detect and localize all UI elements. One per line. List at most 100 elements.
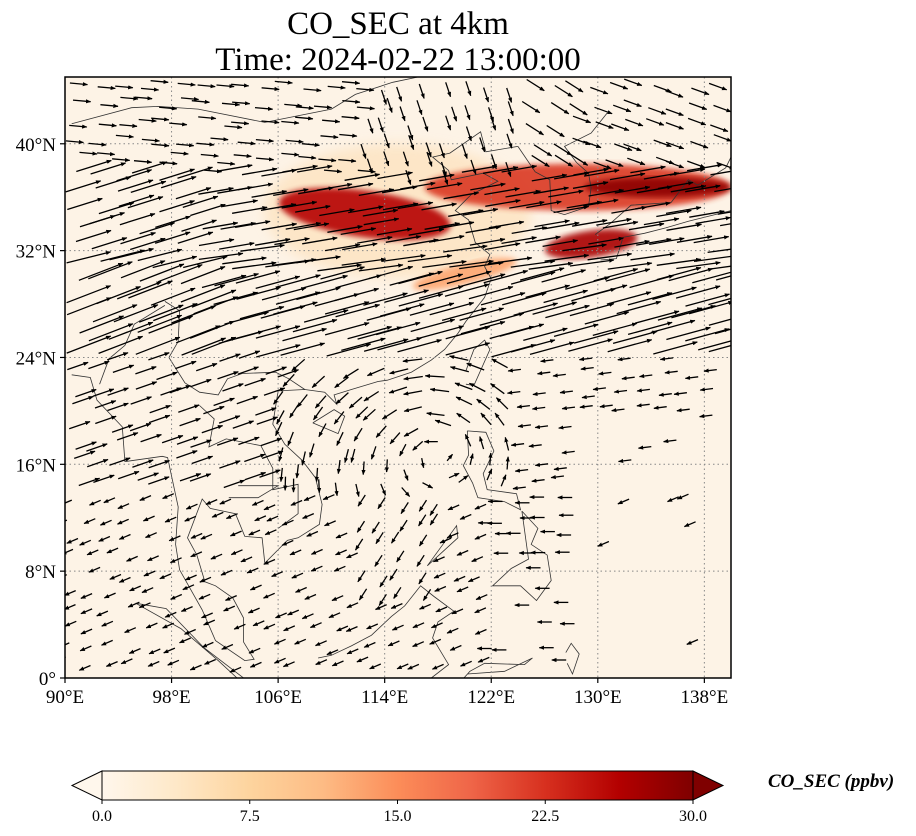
- wind-arrow: [552, 373, 566, 378]
- wind-arrow: [449, 366, 469, 373]
- wind-arrow: [377, 337, 423, 351]
- wind-arrow: [274, 80, 293, 85]
- wind-arrow: [65, 604, 76, 610]
- wind-arrow: [363, 292, 408, 306]
- wind-arrow: [474, 607, 487, 614]
- wind-arrow: [140, 433, 162, 443]
- wind-arrow: [199, 576, 212, 583]
- wind-arrow: [109, 247, 155, 261]
- wind-arrow: [449, 259, 494, 268]
- wind-arrow: [244, 471, 267, 481]
- wind-arrow: [221, 102, 241, 107]
- wind-arrow: [465, 126, 472, 142]
- wind-arrow: [548, 189, 584, 198]
- wind-arrow: [441, 307, 487, 322]
- wind-arrow: [65, 642, 70, 646]
- wind-arrow: [566, 200, 603, 209]
- wind-arrow: [109, 457, 131, 466]
- gridlines: [65, 77, 731, 678]
- wind-arrow: [315, 659, 328, 666]
- wind-arrow: [255, 407, 277, 416]
- wind-arrow: [534, 462, 549, 467]
- wind-arrow: [360, 143, 367, 159]
- wind-arrow: [403, 390, 423, 396]
- wind-arrow: [282, 373, 295, 387]
- wind-arrow: [387, 640, 400, 647]
- wind-arrow: [320, 134, 339, 140]
- wind-arrow: [565, 80, 584, 93]
- wind-arrow: [569, 302, 615, 317]
- wind-arrow: [367, 118, 374, 134]
- wind-arrow: [653, 405, 667, 410]
- wind-arrow: [484, 242, 521, 251]
- wind-arrow: [65, 140, 85, 145]
- wind-arrow: [170, 151, 189, 156]
- wind-arrow: [284, 103, 303, 108]
- wind-arrow: [666, 326, 711, 341]
- wind-arrow: [137, 472, 159, 481]
- wind-arrow: [333, 565, 346, 572]
- wind-arrow: [283, 625, 296, 632]
- wind-arrow: [222, 256, 267, 265]
- wind-arrow: [314, 467, 319, 482]
- wind-arrow: [254, 515, 267, 522]
- wind-arrow: [219, 460, 241, 469]
- wind-arrow: [554, 154, 574, 167]
- wind-arrow: [224, 125, 243, 130]
- wind-arrow: [475, 594, 488, 601]
- wind-arrow: [255, 275, 301, 290]
- wind-arrow: [410, 318, 456, 333]
- wind-arrow: [265, 366, 287, 375]
- wind-arrow: [281, 152, 300, 157]
- wind-arrow: [595, 121, 614, 129]
- wind-arrow: [316, 182, 353, 191]
- wind-arrow: [605, 159, 624, 167]
- wind-arrow: [86, 458, 109, 468]
- wind-arrow: [129, 422, 152, 432]
- wind-arrow: [67, 361, 89, 371]
- wind-arrow: [483, 270, 529, 284]
- wind-arrow: [309, 622, 322, 629]
- wind-arrow: [354, 538, 364, 551]
- wind-arrow: [546, 124, 565, 138]
- coastline-segment: [164, 301, 306, 396]
- wind-arrow: [335, 392, 349, 405]
- wind-arrow: [656, 266, 702, 281]
- wind-arrow: [355, 483, 360, 498]
- wind-arrow: [363, 217, 400, 226]
- wind-arrow: [692, 271, 731, 284]
- wind-arrow: [405, 169, 412, 186]
- wind-arrow: [65, 656, 66, 658]
- wind-arrow: [357, 494, 366, 507]
- wind-arrow: [386, 97, 393, 113]
- wind-arrow: [426, 411, 445, 417]
- wind-arrow: [440, 161, 447, 177]
- wind-arrow: [561, 450, 575, 455]
- wind-arrow: [529, 341, 575, 356]
- wind-arrow: [255, 138, 275, 143]
- wind-arrow: [190, 551, 203, 558]
- wind-arrow: [572, 115, 592, 124]
- wind-arrow: [366, 367, 385, 377]
- wind-arrow: [309, 443, 315, 458]
- wind-arrow: [159, 168, 195, 181]
- wind-arrow: [148, 352, 170, 361]
- wind-arrow: [148, 459, 170, 469]
- wind-arrow: [526, 200, 562, 209]
- wind-arrow: [148, 648, 161, 655]
- wind-arrow: [190, 378, 212, 388]
- wind-arrow: [429, 503, 438, 516]
- wind-arrow: [425, 142, 432, 158]
- wind-arrow: [274, 237, 310, 246]
- wind-arrow: [217, 163, 253, 172]
- wind-arrow: [295, 204, 331, 213]
- wind-arrow: [295, 464, 300, 479]
- wind-arrow: [353, 427, 363, 442]
- wind-arrow: [710, 170, 731, 176]
- wind-arrow: [219, 241, 255, 250]
- wind-arrow: [609, 81, 629, 90]
- wind-arrow: [107, 387, 129, 396]
- wind-arrow: [75, 388, 97, 398]
- wind-arrow: [403, 238, 439, 247]
- wind-arrow: [90, 162, 127, 175]
